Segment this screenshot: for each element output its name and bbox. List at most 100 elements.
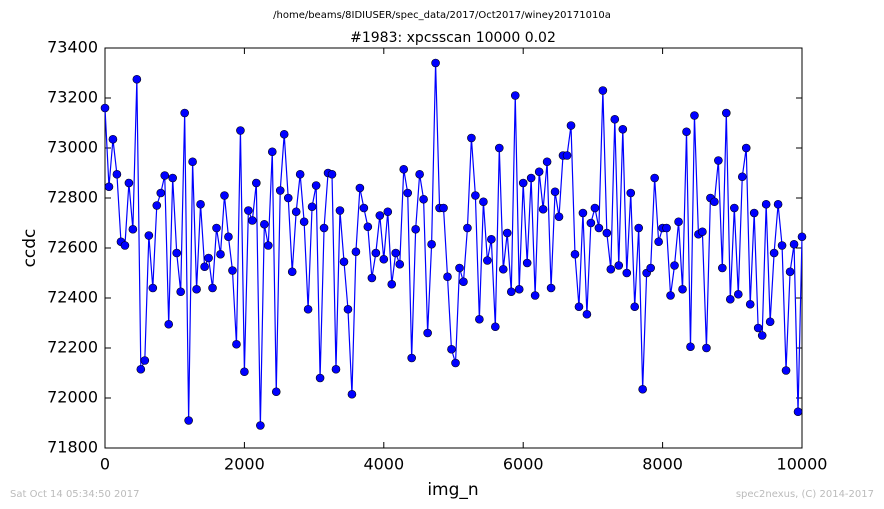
data-point [267,147,277,157]
data-point [148,283,158,293]
data-point [208,283,217,293]
data-point [749,208,759,218]
data-point [343,304,353,314]
data-point [220,191,229,200]
data-point [626,188,636,198]
data-point [773,199,783,209]
data-point [172,248,182,258]
data-point [459,277,468,287]
data-point [423,328,432,338]
data-point [228,266,237,275]
data-point [618,124,628,134]
data-point [248,216,257,225]
data-point [371,248,381,258]
data-point [634,223,643,233]
x-tick-label: 4000 [363,455,404,474]
data-point [128,224,138,234]
data-point [383,207,393,217]
data-line [104,62,803,426]
data-point [299,217,309,227]
data-point [160,171,170,180]
data-point [455,263,464,273]
data-point [252,178,261,188]
data-point [176,287,185,297]
data-point [204,253,213,263]
data-point [534,167,544,177]
data-point [168,173,177,183]
data-point [100,103,110,113]
x-tick-label: 8000 [642,455,683,474]
data-point [542,157,552,167]
data-point [471,191,480,200]
data-point [180,108,189,118]
data-point [582,309,592,319]
data-point [407,353,416,363]
data-point [319,223,329,233]
data-point [538,204,548,214]
data-point [518,178,528,188]
data-point [737,172,747,182]
x-axis-label: img_n [427,480,478,500]
data-point [487,234,496,244]
data-point [638,384,647,394]
data-point [291,207,301,217]
data-point [144,231,154,240]
data-point [315,373,325,383]
data-point [271,387,281,397]
data-point [610,114,620,124]
data-point [789,239,799,249]
data-point [722,108,731,118]
y-tick-label: 72000 [47,388,98,407]
data-point [483,256,492,265]
data-point [590,203,600,213]
data-point [395,259,405,269]
data-point [606,264,616,274]
data-point [594,223,604,233]
data-point [566,121,576,130]
data-point [793,407,803,417]
data-point [120,241,130,250]
y-tick-label: 73400 [47,38,98,57]
data-point [654,237,663,247]
data-point [347,389,357,399]
data-point [781,366,791,375]
data-point [104,182,114,192]
data-point [646,263,655,273]
data-point [275,186,285,195]
data-point [359,203,369,213]
data-point [307,202,317,212]
data-point [451,358,460,368]
data-point [670,261,679,270]
data-point [702,343,711,353]
data-point [714,156,723,165]
data-point [375,211,385,220]
data-point [546,283,556,293]
data-point [132,74,142,84]
data-point [630,302,640,312]
data-point [550,187,560,197]
data-point [108,134,118,144]
y-tick-label: 73000 [47,138,98,157]
data-point [164,319,174,329]
data-point [355,183,365,193]
data-point [399,164,409,174]
data-point [232,339,241,349]
data-point [379,254,389,264]
data-point [260,219,269,229]
y-tick-label: 73200 [47,88,98,107]
data-point [666,291,675,300]
data-point [686,342,695,352]
data-point [598,86,608,95]
y-tick-label: 72200 [47,338,98,357]
data-point [188,157,197,167]
chart-title: #1983: xpcsscan 10000 0.02 [350,30,556,46]
data-point [650,173,659,183]
x-tick-label: 0 [100,455,110,474]
data-point [236,126,245,135]
data-point [244,206,253,215]
data-point [136,364,146,374]
footer-left: Sat Oct 14 05:34:50 2017 [10,489,140,500]
data-point [506,287,516,297]
chart-subtitle: /home/beams/8IDIUSER/spec_data/2017/Oct2… [273,10,611,21]
